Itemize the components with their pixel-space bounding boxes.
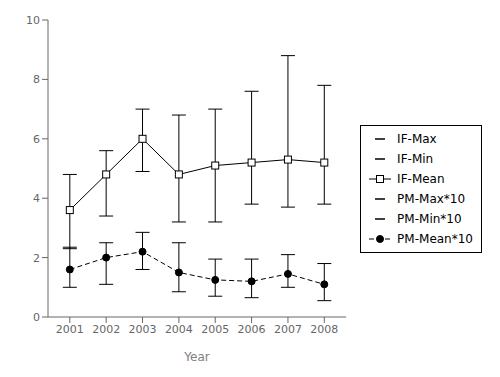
svg-text:2003: 2003 <box>129 323 157 336</box>
svg-text:2004: 2004 <box>165 323 193 336</box>
svg-text:2007: 2007 <box>274 323 302 336</box>
svg-text:6: 6 <box>33 133 40 146</box>
svg-text:2001: 2001 <box>56 323 84 336</box>
svg-text:Year: Year <box>183 350 209 364</box>
svg-text:2008: 2008 <box>310 323 338 336</box>
svg-text:4: 4 <box>33 192 40 205</box>
html-text:PM-Min*10: PM-Min*10 <box>397 211 462 226</box>
html-text:IF-Min: IF-Min <box>397 151 434 166</box>
html-text:PM-Mean*10: PM-Mean*10 <box>397 231 473 246</box>
svg-text:0: 0 <box>33 311 40 324</box>
svg-text:2: 2 <box>33 252 40 265</box>
svg-text:2006: 2006 <box>238 323 266 336</box>
svg-text:2002: 2002 <box>92 323 120 336</box>
svg-text:2005: 2005 <box>201 323 229 336</box>
html-text:IF-Mean: IF-Mean <box>397 171 445 186</box>
svg-text:10: 10 <box>26 14 40 27</box>
svg-text:8: 8 <box>33 73 40 86</box>
html-text:IF-Max: IF-Max <box>397 131 437 146</box>
html-text:PM-Max*10: PM-Max*10 <box>397 191 466 206</box>
